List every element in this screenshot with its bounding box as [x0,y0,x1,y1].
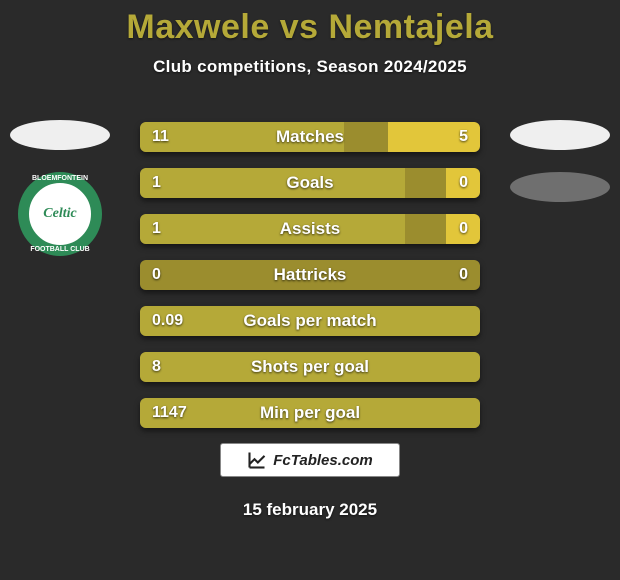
badge-text-top: BLOEMFONTEIN [29,175,91,182]
bar-label: Min per goal [140,398,480,428]
footer-date: 15 february 2025 [0,500,620,520]
bar-row: 8Shots per goal [140,352,480,382]
chart-icon [247,450,267,470]
bar-row: 1Goals0 [140,168,480,198]
bar-value-right: 0 [459,260,468,290]
bar-value-right: 5 [459,122,468,152]
bar-row: 11Matches5 [140,122,480,152]
bar-value-right: 0 [459,214,468,244]
bar-row: 0Hattricks0 [140,260,480,290]
bar-row: 1147Min per goal [140,398,480,428]
badge-center-text: Celtic [43,207,76,221]
subtitle: Club competitions, Season 2024/2025 [0,57,620,77]
bar-label: Assists [140,214,480,244]
bar-label: Goals [140,168,480,198]
bar-row: 1Assists0 [140,214,480,244]
badge-text-bottom: FOOTBALL CLUB [29,246,91,253]
bar-label: Shots per goal [140,352,480,382]
bar-value-right: 0 [459,168,468,198]
left-club-disc [10,120,110,150]
right-club-column [510,120,610,224]
bar-label: Hattricks [140,260,480,290]
bar-label: Matches [140,122,480,152]
footer-brand-text: FcTables.com [273,452,372,469]
right-club-disc-2 [510,172,610,202]
right-club-disc-1 [510,120,610,150]
bar-row: 0.09Goals per match [140,306,480,336]
bar-label: Goals per match [140,306,480,336]
left-club-badge: BLOEMFONTEIN Celtic FOOTBALL CLUB [18,172,102,256]
club-badge-ring: BLOEMFONTEIN Celtic FOOTBALL CLUB [18,172,102,256]
page-title: Maxwele vs Nemtajela [0,0,620,47]
footer-brand-badge[interactable]: FcTables.com [220,443,400,477]
comparison-bars: 11Matches51Goals01Assists00Hattricks00.0… [140,122,480,444]
left-club-column: BLOEMFONTEIN Celtic FOOTBALL CLUB [10,120,110,256]
